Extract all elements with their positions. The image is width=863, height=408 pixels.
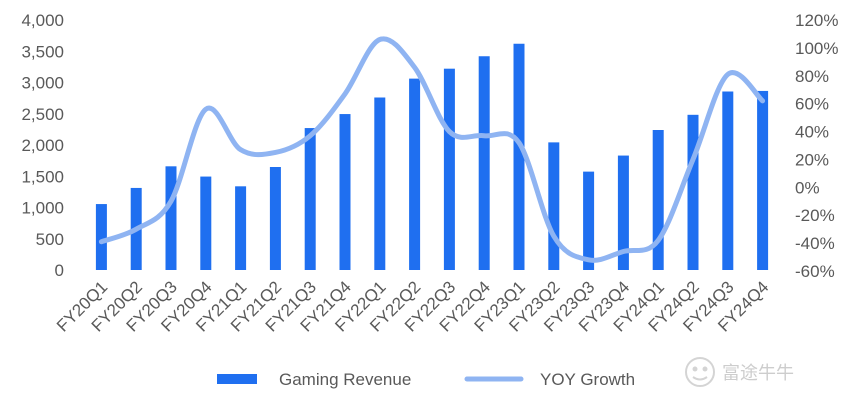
revenue-bar (687, 114, 699, 270)
y-left-tick-label: 2,000 (21, 136, 64, 155)
y-right-tick-label: 80% (795, 67, 829, 86)
revenue-bar (95, 204, 107, 270)
revenue-bar (235, 186, 247, 270)
y-left-tick-label: 0 (55, 261, 64, 280)
y-right-tick-label: 40% (795, 123, 829, 142)
revenue-bar (513, 43, 525, 270)
y-right-tick-label: -40% (795, 234, 835, 253)
y-axis-left: 0 500 1,000 1,500 2,000 2,500 3,000 3,500 4,000 (21, 11, 64, 280)
y-right-tick-label: 0% (795, 178, 820, 197)
y-left-tick-label: 4,000 (21, 11, 64, 30)
revenue-bar (165, 166, 177, 270)
legend: Gaming Revenue YOY Growth (217, 370, 635, 389)
revenue-bar (304, 128, 316, 270)
y-right-tick-label: 20% (795, 150, 829, 169)
y-left-tick-label: 1,500 (21, 167, 64, 186)
y-right-tick-label: -20% (795, 206, 835, 225)
y-right-tick-label: 60% (795, 95, 829, 114)
y-right-tick-label: 120% (795, 11, 838, 30)
yoy-growth-line (98, 36, 766, 263)
revenue-bar (443, 68, 455, 270)
revenue-bar (617, 155, 629, 270)
revenue-bar (339, 114, 351, 270)
revenue-bar (583, 171, 595, 270)
revenue-bar (722, 91, 734, 270)
y-left-tick-label: 3,000 (21, 74, 64, 93)
legend-label-yoy: YOY Growth (540, 370, 635, 389)
y-left-tick-label: 500 (36, 230, 64, 249)
revenue-bar (200, 176, 212, 270)
legend-label-revenue: Gaming Revenue (279, 370, 411, 389)
revenue-bar (409, 78, 421, 270)
y-left-tick-label: 3,500 (21, 42, 64, 61)
x-axis: FY20Q1FY20Q2FY20Q3FY20Q4FY21Q1FY21Q2FY21… (53, 277, 772, 335)
watermark-text: 富途牛牛 (722, 363, 794, 384)
watermark: 富途牛牛 (685, 357, 794, 387)
revenue-bar (757, 90, 769, 270)
revenue-bar (478, 56, 490, 270)
legend-bar-swatch (217, 374, 257, 384)
revenue-bar (269, 167, 281, 270)
moomoo-logo-icon (685, 357, 715, 387)
y-left-tick-label: 2,500 (21, 105, 64, 124)
revenue-bar (652, 130, 664, 270)
y-left-tick-label: 1,000 (21, 199, 64, 218)
y-axis-right: -60% -40% -20% 0% 20% 40% 60% 80% 100% 120% (795, 11, 838, 281)
revenue-bar (548, 142, 560, 270)
y-right-tick-label: 100% (795, 39, 838, 58)
revenue-bar (374, 97, 386, 270)
revenue-bars (95, 43, 769, 270)
y-right-tick-label: -60% (795, 262, 835, 281)
